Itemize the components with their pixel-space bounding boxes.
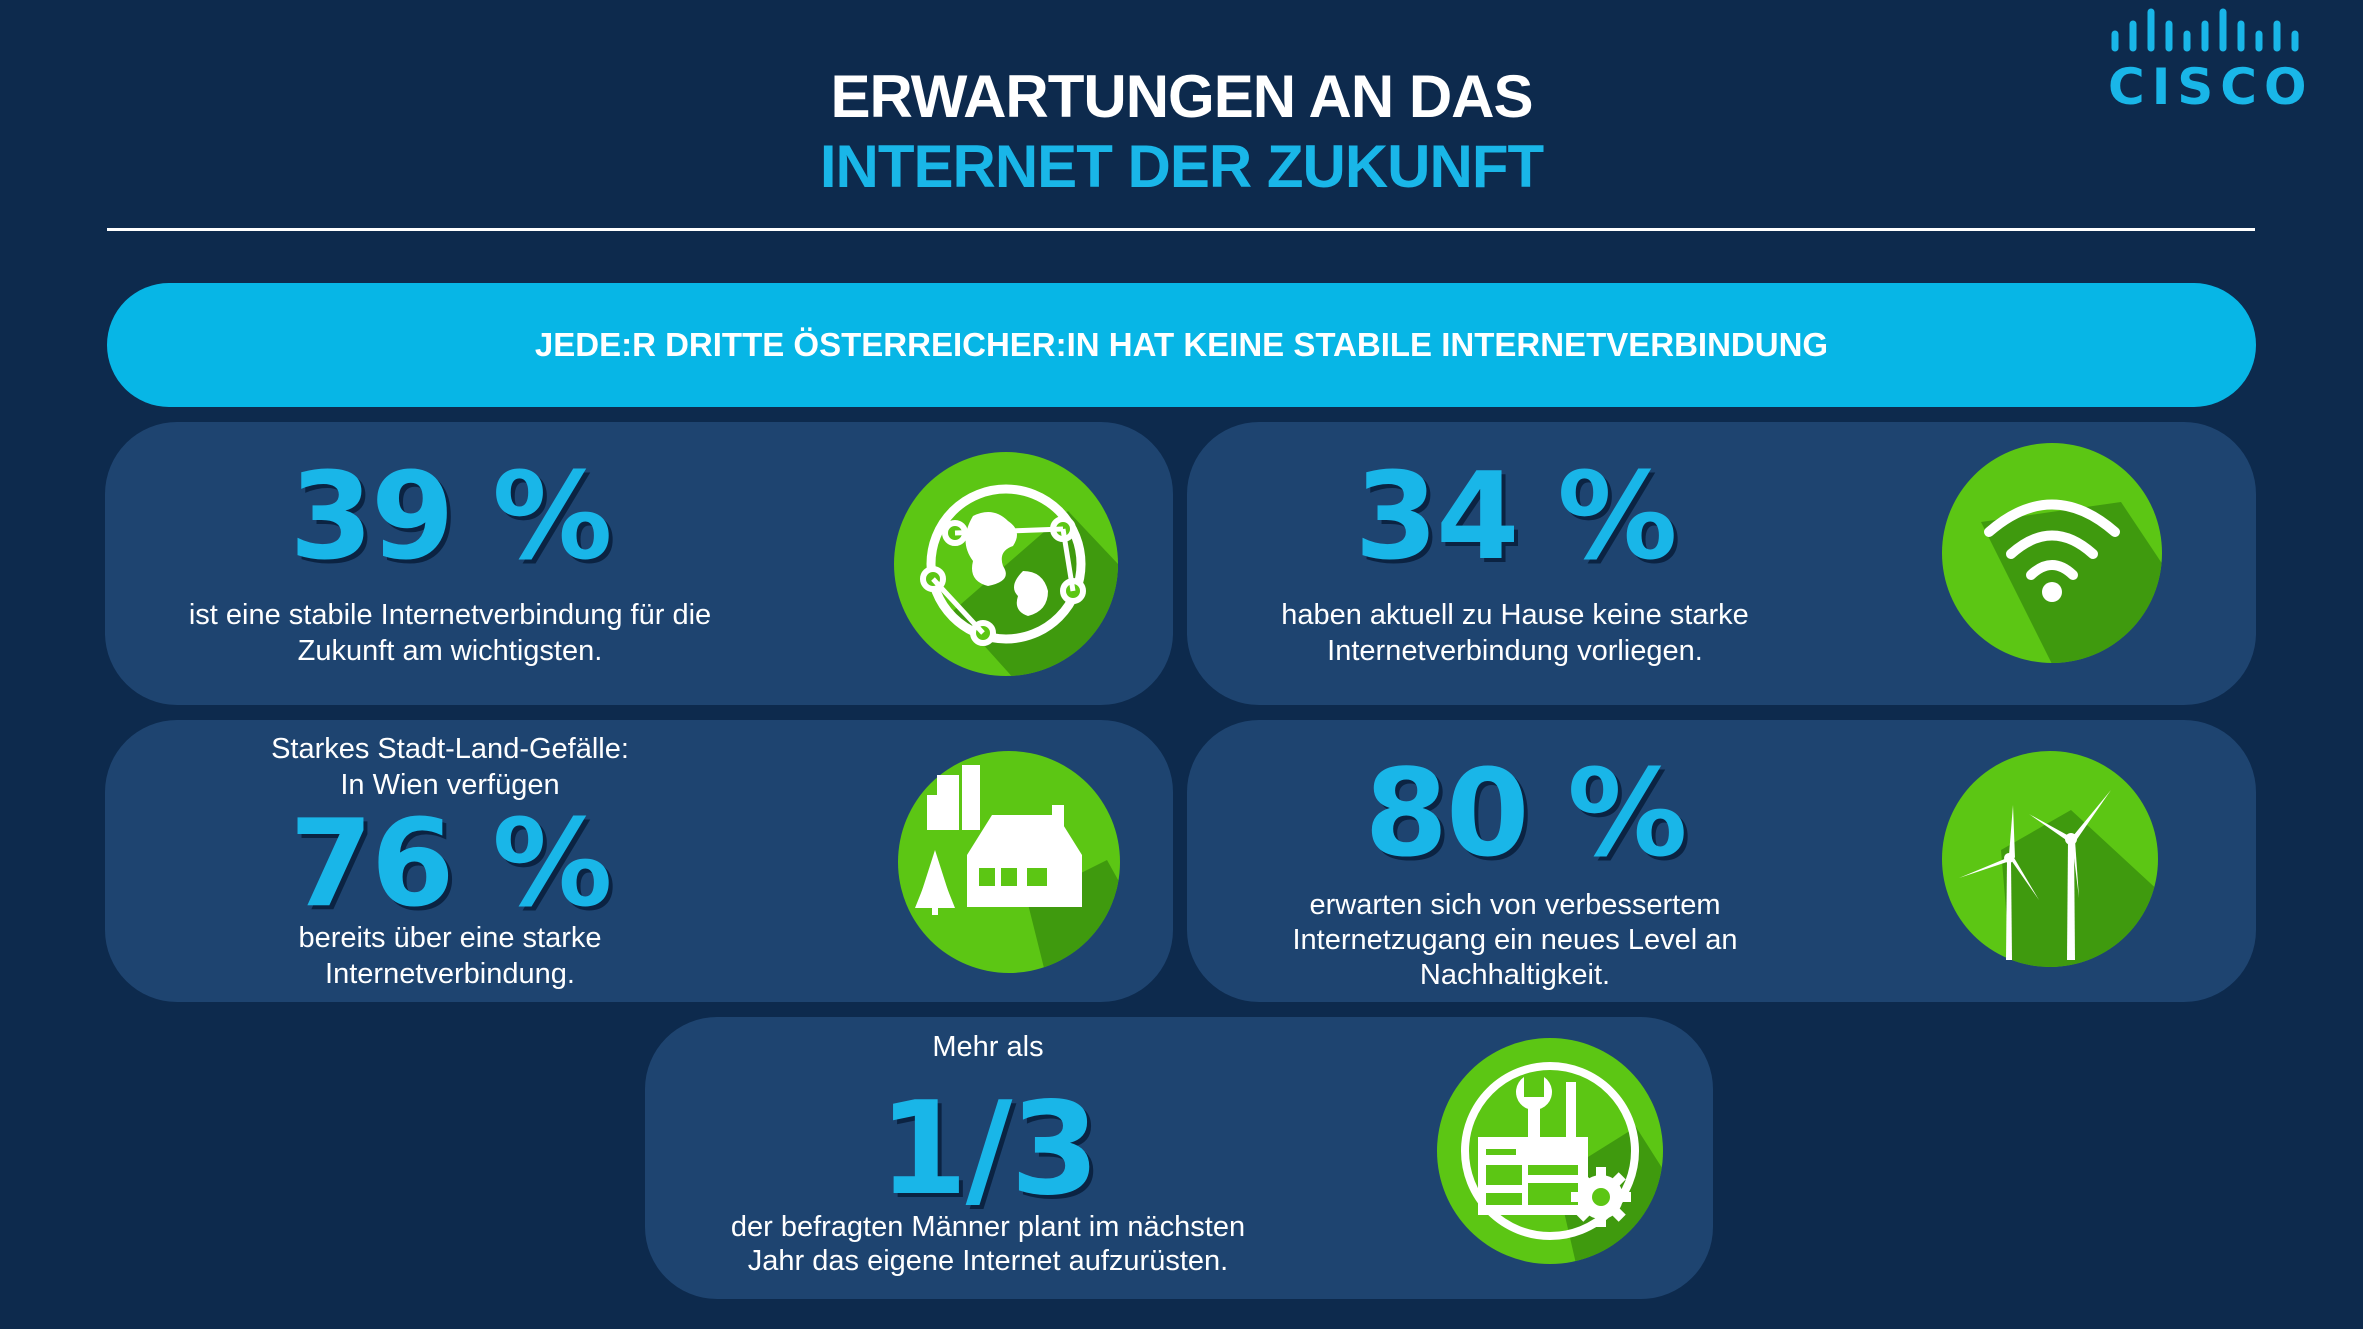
stat-value-76: 76 %	[289, 795, 612, 934]
stat-pre-one-third: Mehr als	[932, 1031, 1044, 1063]
stat-text-80-line1: erwarten sich von verbessertem	[1309, 889, 1721, 921]
stat-pre-76-line2: In Wien verfügen	[340, 769, 560, 801]
stat-value-34: 34 %	[1354, 448, 1677, 587]
stat-text-34-line1: haben aktuell zu Hause keine starke	[1281, 599, 1749, 631]
stat-text-39-line2: Zukunft am wichtigsten.	[297, 635, 603, 667]
globe-network-icon	[894, 452, 1118, 676]
stat-value-39: 39 %	[289, 448, 612, 587]
page-title-line1: ERWARTUNGEN AN DAS	[830, 63, 1533, 130]
cisco-logo-icon	[2111, 8, 2299, 52]
house-city-icon	[898, 751, 1120, 973]
wind-turbine-icon	[1942, 751, 2158, 967]
stat-text-80-line3: Nachhaltigkeit.	[1419, 959, 1611, 991]
stat-value-one-third: 1/3	[878, 1075, 1100, 1224]
cisco-logo-text: CISCO	[2108, 58, 2314, 116]
tools-gear-icon	[1437, 1038, 1663, 1264]
stat-text-80-line2: Internetzugang ein neues Level an	[1292, 924, 1738, 956]
stat-value-80: 80 %	[1364, 745, 1687, 884]
headline-banner: JEDE:R DRITTE ÖSTERREICHER:IN HAT KEINE …	[107, 283, 2256, 407]
stat-text-one-third-line2: Jahr das eigene Internet aufzurüsten.	[747, 1245, 1229, 1277]
banner-text: JEDE:R DRITTE ÖSTERREICHER:IN HAT KEINE …	[534, 326, 1829, 363]
page-title-line2: INTERNET DER ZUKUNFT	[819, 133, 1544, 200]
stat-text-34-line2: Internetverbindung vorliegen.	[1327, 635, 1703, 667]
stat-text-76-line1: bereits über eine starke	[298, 922, 602, 954]
wifi-icon	[1942, 443, 2162, 663]
header-divider	[107, 228, 2255, 231]
stat-text-76-line2: Internetverbindung.	[325, 958, 575, 990]
stat-text-39-line1: ist eine stabile Internetverbindung für …	[188, 599, 712, 631]
stat-pre-76-line1: Starkes Stadt-Land-Gefälle:	[271, 733, 629, 765]
stat-text-one-third-line1: der befragten Männer plant im nächsten	[730, 1211, 1246, 1243]
